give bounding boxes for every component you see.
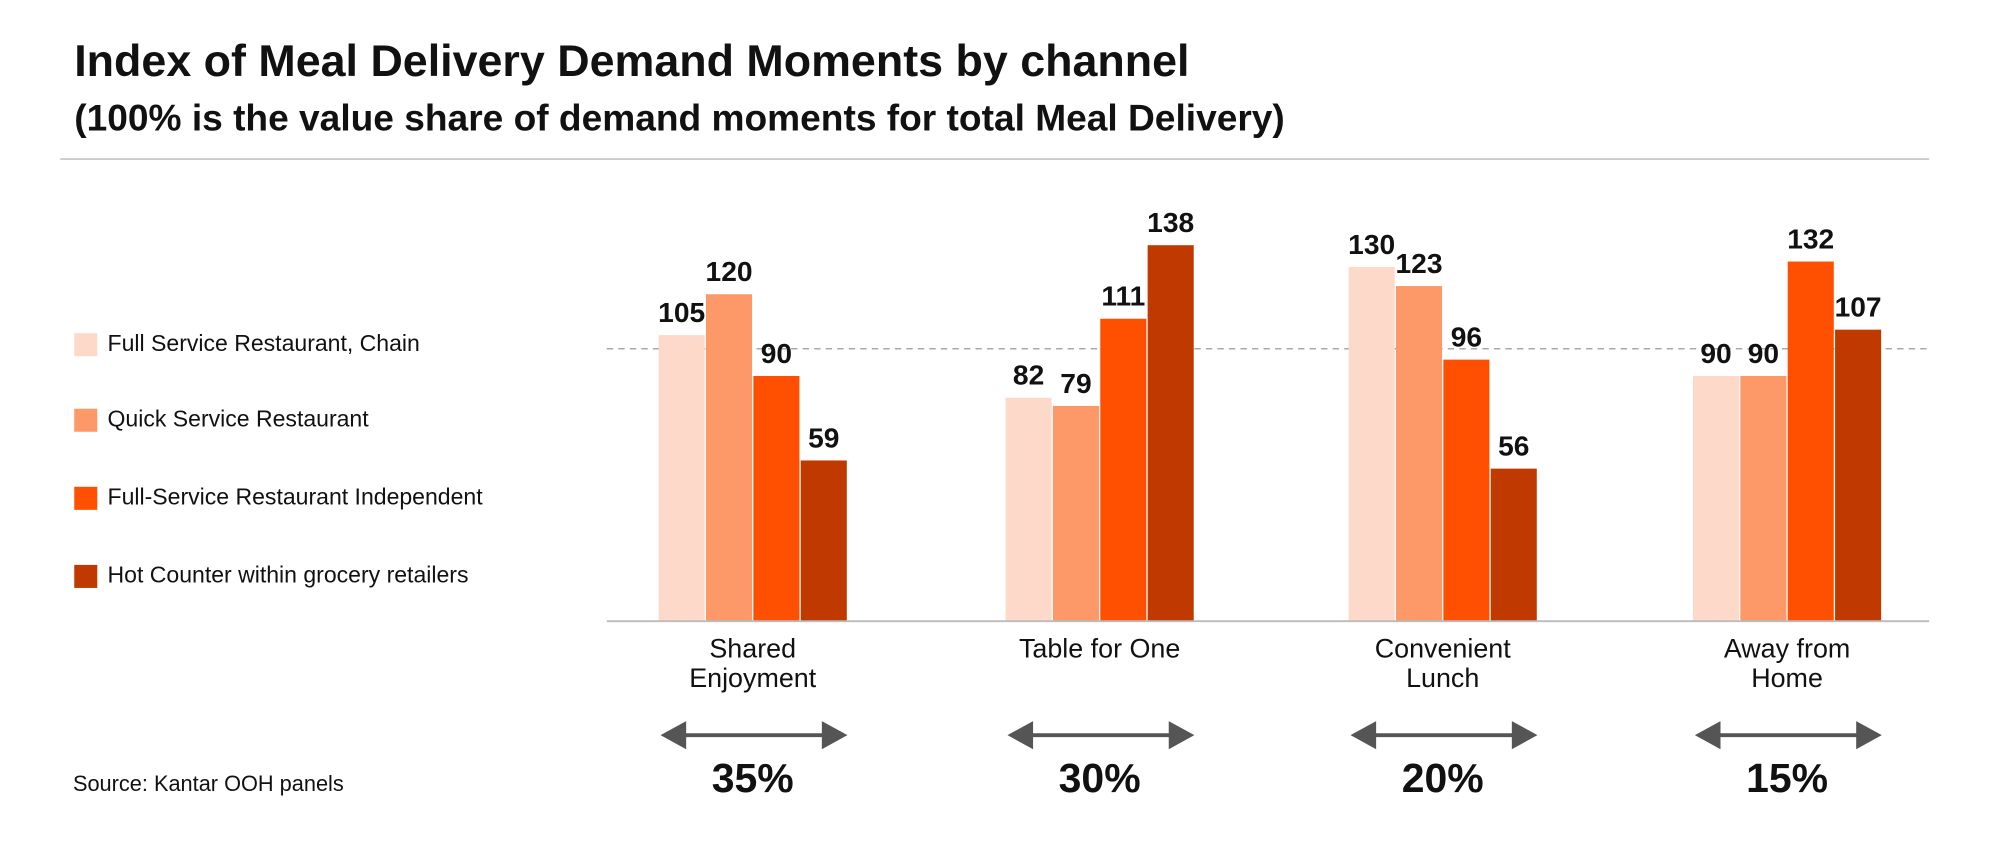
value-label: 130 [1348, 229, 1395, 260]
bar [1100, 318, 1147, 622]
arrow-head [660, 721, 687, 750]
legend-swatch [74, 564, 98, 588]
arrow-head [1694, 721, 1721, 750]
source: Source: Kantar OOH panels [73, 771, 344, 796]
bar [1147, 245, 1194, 622]
legend-label: Full Service Restaurant, Chain [108, 330, 420, 356]
value-label: 90 [1748, 338, 1779, 369]
arrow-head [1856, 721, 1882, 750]
bar [1052, 405, 1099, 622]
x-tick-label: Convenient Lunch [1375, 634, 1511, 693]
value-label: 138 [1147, 207, 1194, 238]
bar [800, 460, 847, 622]
value-label: 79 [1060, 368, 1091, 399]
legend-swatch [74, 486, 98, 510]
value-label: 56 [1498, 431, 1529, 462]
x-tick-label: Shared Enjoyment [689, 634, 817, 693]
bar [1490, 468, 1537, 622]
arrow-head [821, 721, 848, 750]
value-label: 82 [1013, 360, 1044, 391]
bar [1835, 329, 1882, 622]
bar [1348, 266, 1395, 622]
share-label: 35% [712, 755, 794, 801]
arrow-head [1007, 721, 1034, 750]
value-label: 132 [1787, 223, 1834, 254]
share-label: 30% [1059, 755, 1141, 801]
arrow-head [1511, 721, 1538, 750]
value-label: 90 [761, 338, 792, 369]
arrow-head [1168, 721, 1195, 750]
value-label: 59 [808, 422, 839, 453]
legend-swatch [74, 408, 98, 432]
legend-label: Full-Service Restaurant Independent [108, 483, 484, 509]
share-label: 15% [1746, 755, 1828, 801]
bar [1443, 359, 1490, 622]
bar [1005, 397, 1052, 622]
bar [705, 294, 753, 622]
bar [1395, 286, 1443, 622]
chart-subtitle: (100% is the value share of demand momen… [74, 97, 1285, 139]
chart-title: Index of Meal Delivery Demand Moments by… [74, 36, 1189, 86]
x-tick-label: Table for One [1019, 634, 1180, 664]
share-label: 20% [1402, 755, 1484, 801]
value-label: 120 [706, 256, 753, 287]
value-label: 105 [658, 297, 705, 328]
legend-label: Quick Service Restaurant [108, 405, 370, 431]
arrow-head [1350, 721, 1377, 750]
legend-swatch [74, 333, 98, 357]
bar [753, 375, 800, 622]
bar [1740, 375, 1787, 622]
value-label: 107 [1835, 292, 1882, 323]
legend-label: Hot Counter within grocery retailers [108, 562, 469, 588]
bar [1787, 261, 1834, 622]
value-label: 90 [1700, 338, 1731, 369]
value-label: 111 [1101, 281, 1145, 312]
bar [1692, 375, 1740, 622]
value-label: 96 [1451, 322, 1482, 353]
value-label: 123 [1396, 248, 1443, 279]
x-tick-label: Away from Home [1724, 634, 1850, 693]
bar [658, 335, 705, 622]
